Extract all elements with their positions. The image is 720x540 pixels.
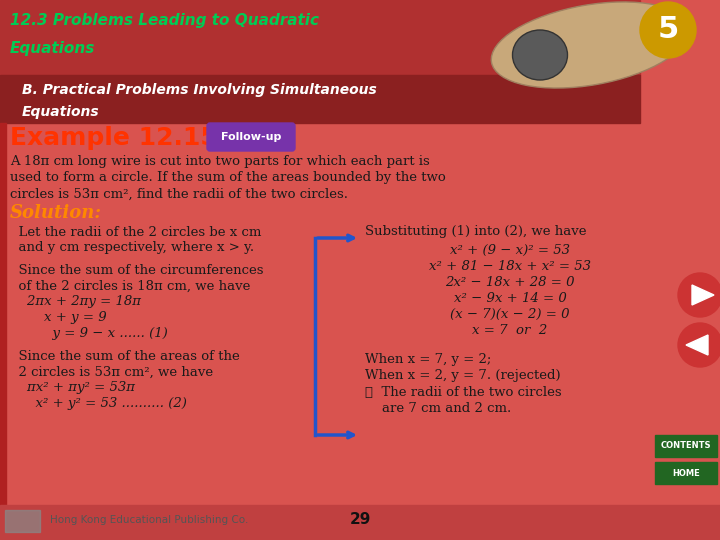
Bar xyxy=(655,462,717,484)
Ellipse shape xyxy=(491,2,689,88)
Text: x² − 9x + 14 = 0: x² − 9x + 14 = 0 xyxy=(454,292,567,305)
Text: A 18π cm long wire is cut into two parts for which each part is: A 18π cm long wire is cut into two parts… xyxy=(10,156,430,168)
Bar xyxy=(0,75,640,123)
Text: y = 9 − x ...... (1): y = 9 − x ...... (1) xyxy=(10,327,168,341)
Text: x² + (9 − x)² = 53: x² + (9 − x)² = 53 xyxy=(450,244,570,256)
Text: 29: 29 xyxy=(349,512,371,528)
Text: Since the sum of the circumferences: Since the sum of the circumferences xyxy=(10,264,264,276)
Text: Equations: Equations xyxy=(22,105,99,119)
Text: x² + y² = 53 .......... (2): x² + y² = 53 .......... (2) xyxy=(10,397,187,410)
Text: B. Practical Problems Involving Simultaneous: B. Practical Problems Involving Simultan… xyxy=(22,83,377,97)
Text: ∴  The radii of the two circles: ∴ The radii of the two circles xyxy=(365,386,562,399)
Text: Let the radii of the 2 circles be x cm: Let the radii of the 2 circles be x cm xyxy=(10,226,261,239)
Text: Solution:: Solution: xyxy=(10,204,102,222)
Bar xyxy=(5,510,40,532)
Text: Follow-up: Follow-up xyxy=(221,132,282,142)
Text: are 7 cm and 2 cm.: are 7 cm and 2 cm. xyxy=(365,402,511,415)
Circle shape xyxy=(678,323,720,367)
Text: When x = 7, y = 2;: When x = 7, y = 2; xyxy=(365,354,491,367)
FancyBboxPatch shape xyxy=(207,123,295,151)
Text: of the 2 circles is 18π cm, we have: of the 2 circles is 18π cm, we have xyxy=(10,280,251,293)
Text: (x − 7)(x − 2) = 0: (x − 7)(x − 2) = 0 xyxy=(450,307,570,321)
Text: 2x² − 18x + 28 = 0: 2x² − 18x + 28 = 0 xyxy=(445,275,575,288)
Text: HOME: HOME xyxy=(672,469,700,477)
Text: 2πx + 2πy = 18π: 2πx + 2πy = 18π xyxy=(10,295,141,308)
Text: When x = 2, y = 7. (rejected): When x = 2, y = 7. (rejected) xyxy=(365,369,561,382)
Text: 5: 5 xyxy=(657,16,679,44)
Text: Example 12.15T: Example 12.15T xyxy=(10,126,235,150)
Bar xyxy=(0,123,6,513)
Text: Equations: Equations xyxy=(10,40,95,56)
Text: x² + 81 − 18x + x² = 53: x² + 81 − 18x + x² = 53 xyxy=(429,260,591,273)
Text: circles is 53π cm², find the radii of the two circles.: circles is 53π cm², find the radii of th… xyxy=(10,187,348,200)
Text: x = 7  or  2: x = 7 or 2 xyxy=(472,323,548,336)
Bar xyxy=(0,0,640,75)
Text: 12.3 Problems Leading to Quadratic: 12.3 Problems Leading to Quadratic xyxy=(10,12,319,28)
Polygon shape xyxy=(692,285,714,305)
Text: Substituting (1) into (2), we have: Substituting (1) into (2), we have xyxy=(365,226,587,239)
Circle shape xyxy=(678,273,720,317)
Text: CONTENTS: CONTENTS xyxy=(661,442,711,450)
Text: πx² + πy² = 53π: πx² + πy² = 53π xyxy=(10,381,135,395)
Text: used to form a circle. If the sum of the areas bounded by the two: used to form a circle. If the sum of the… xyxy=(10,172,446,185)
Bar xyxy=(0,505,720,540)
Text: 2 circles is 53π cm², we have: 2 circles is 53π cm², we have xyxy=(10,366,213,379)
Circle shape xyxy=(640,2,696,58)
Bar xyxy=(655,435,717,457)
Text: x + y = 9: x + y = 9 xyxy=(10,312,107,325)
Text: and y cm respectively, where x > y.: and y cm respectively, where x > y. xyxy=(10,241,254,254)
Ellipse shape xyxy=(513,30,567,80)
Text: Since the sum of the areas of the: Since the sum of the areas of the xyxy=(10,349,240,362)
Polygon shape xyxy=(686,335,708,355)
Text: Hong Kong Educational Publishing Co.: Hong Kong Educational Publishing Co. xyxy=(50,515,248,525)
